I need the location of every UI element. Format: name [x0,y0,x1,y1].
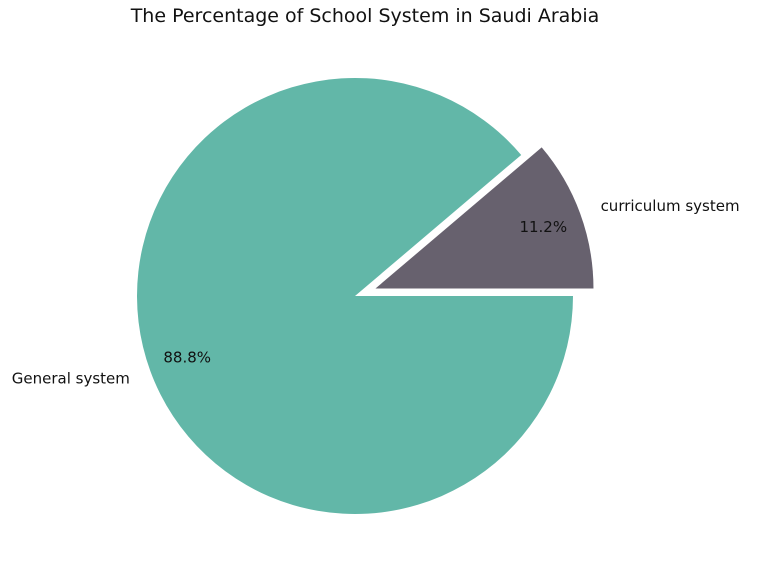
pie-category-label-0: General system [12,370,130,388]
pie-slices [136,78,594,514]
pie-labels: 88.8% General system 11.2% curriculum syste… [12,197,740,388]
pie-slice-0 [136,78,574,514]
pie-slice-1 [375,147,594,289]
pie-category-label-1: curriculum system [601,197,740,215]
pie-pct-label-0: 88.8% [163,349,211,367]
pie-pct-label-1: 11.2% [519,218,567,236]
chart-title: The Percentage of School System in Saudi… [130,5,600,27]
